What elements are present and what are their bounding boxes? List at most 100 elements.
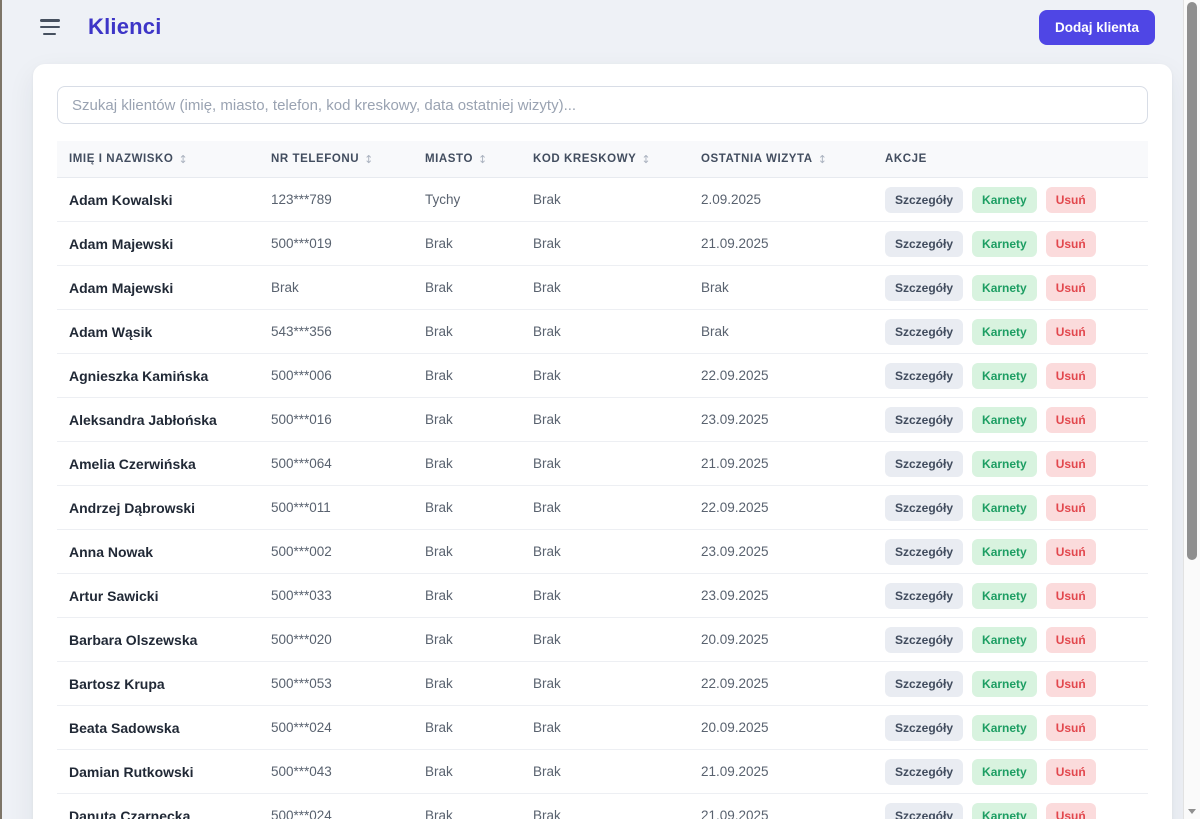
client-phone-cell: 500***024 — [271, 720, 332, 735]
column-header-2[interactable]: Nr telefonu ↕ — [259, 153, 413, 166]
column-header-label: Nr telefonu — [271, 153, 360, 165]
search-input[interactable] — [57, 86, 1148, 124]
passes-button[interactable]: Karnety — [972, 362, 1037, 389]
passes-button[interactable]: Karnety — [972, 714, 1037, 741]
client-last-visit-cell: Brak — [701, 280, 729, 295]
details-button[interactable]: Szczegóły — [885, 186, 964, 213]
details-button[interactable]: Szczegóły — [885, 450, 964, 477]
passes-button[interactable]: Karnety — [972, 670, 1037, 697]
add-client-button[interactable]: Dodaj klienta — [1038, 9, 1155, 45]
delete-button[interactable]: Usuń — [1045, 186, 1096, 213]
passes-button[interactable]: Karnety — [972, 274, 1037, 301]
client-name-cell: Andrzej Dąbrowski — [69, 499, 196, 516]
details-button[interactable]: Szczegóły — [885, 406, 964, 433]
column-header-label: Miasto — [425, 153, 473, 165]
client-city-cell: Brak — [425, 412, 453, 427]
client-barcode-cell: Brak — [533, 544, 561, 559]
window-left-edge — [0, 0, 2, 819]
details-button[interactable]: Szczegóły — [885, 758, 964, 785]
delete-button[interactable]: Usuń — [1045, 230, 1096, 257]
client-last-visit-cell: 22.09.2025 — [701, 368, 769, 383]
details-button[interactable]: Szczegóły — [885, 802, 964, 819]
passes-button[interactable]: Karnety — [972, 802, 1037, 819]
column-header-label: Ostatnia wizyta — [701, 153, 813, 165]
passes-button[interactable]: Karnety — [972, 450, 1037, 477]
details-button[interactable]: Szczegóły — [885, 362, 964, 389]
column-header-4[interactable]: Kod kreskowy ↕ — [521, 153, 689, 166]
passes-button[interactable]: Karnety — [972, 626, 1037, 653]
passes-button[interactable]: Karnety — [972, 318, 1037, 345]
client-last-visit-cell: 23.09.2025 — [701, 544, 769, 559]
delete-button[interactable]: Usuń — [1045, 802, 1096, 819]
delete-button[interactable]: Usuń — [1045, 626, 1096, 653]
delete-button[interactable]: Usuń — [1045, 274, 1096, 301]
client-last-visit-cell: Brak — [701, 324, 729, 339]
details-button[interactable]: Szczegóły — [885, 670, 964, 697]
delete-button[interactable]: Usuń — [1045, 362, 1096, 389]
column-header-label: Imię i nazwisko — [69, 153, 174, 165]
client-actions-cell: Szczegóły Karnety Usuń — [873, 714, 1148, 741]
client-barcode-cell: Brak — [533, 368, 561, 383]
delete-button[interactable]: Usuń — [1045, 406, 1096, 433]
table-header-row: Imię i nazwisko ↕ Nr telefonu ↕ Miasto ↕ Kod k… — [57, 141, 1148, 178]
column-header-3[interactable]: Miasto ↕ — [413, 153, 521, 166]
client-actions-cell: Szczegóły Karnety Usuń — [873, 406, 1148, 433]
client-name-cell: Adam Majewski — [69, 279, 174, 296]
client-last-visit-cell: 2.09.2025 — [701, 192, 762, 207]
details-button[interactable]: Szczegóły — [885, 230, 964, 257]
delete-button[interactable]: Usuń — [1045, 670, 1096, 697]
details-button[interactable]: Szczegóły — [885, 582, 964, 609]
delete-button[interactable]: Usuń — [1045, 494, 1096, 521]
sort-icon: ↕ — [641, 152, 652, 166]
delete-button[interactable]: Usuń — [1045, 758, 1096, 785]
client-last-visit-cell: 21.09.2025 — [701, 456, 769, 471]
delete-button[interactable]: Usuń — [1045, 450, 1096, 477]
client-city-cell: Brak — [425, 368, 453, 383]
menu-icon-bar — [40, 19, 60, 22]
delete-button[interactable]: Usuń — [1045, 714, 1096, 741]
passes-button[interactable]: Karnety — [972, 494, 1037, 521]
delete-button[interactable]: Usuń — [1045, 538, 1096, 565]
details-button[interactable]: Szczegóły — [885, 318, 964, 345]
details-button[interactable]: Szczegóły — [885, 626, 964, 653]
passes-button[interactable]: Karnety — [972, 538, 1037, 565]
details-button[interactable]: Szczegóły — [885, 714, 964, 741]
delete-button[interactable]: Usuń — [1045, 318, 1096, 345]
client-phone-cell: 500***016 — [271, 412, 332, 427]
column-header-5[interactable]: Ostatnia wizyta ↕ — [689, 153, 873, 166]
passes-button[interactable]: Karnety — [972, 582, 1037, 609]
client-phone-cell: 543***356 — [271, 324, 332, 339]
client-last-visit-cell: 20.09.2025 — [701, 632, 769, 647]
details-button[interactable]: Szczegóły — [885, 494, 964, 521]
table-row: Agnieszka Kamińska 500***006 Brak Brak 2… — [57, 354, 1148, 398]
client-barcode-cell: Brak — [533, 412, 561, 427]
passes-button[interactable]: Karnety — [972, 406, 1037, 433]
details-button[interactable]: Szczegóły — [885, 274, 964, 301]
passes-button[interactable]: Karnety — [972, 186, 1037, 213]
client-name-cell: Aleksandra Jabłońska — [69, 411, 217, 428]
passes-button[interactable]: Karnety — [972, 230, 1037, 257]
menu-icon-bar — [43, 32, 56, 35]
client-name-cell: Beata Sadowska — [69, 719, 180, 736]
scrollbar-down-arrow-icon[interactable] — [1188, 809, 1196, 814]
client-actions-cell: Szczegóły Karnety Usuń — [873, 274, 1148, 301]
client-last-visit-cell: 20.09.2025 — [701, 720, 769, 735]
details-button[interactable]: Szczegóły — [885, 538, 964, 565]
menu-icon[interactable] — [40, 19, 62, 35]
scrollbar-thumb[interactable] — [1187, 2, 1197, 560]
table-row: Adam Kowalski 123***789 Tychy Brak 2.09.… — [57, 178, 1148, 222]
scrollbar[interactable] — [1183, 0, 1200, 819]
client-phone-cell: 500***019 — [271, 236, 332, 251]
client-actions-cell: Szczegóły Karnety Usuń — [873, 758, 1148, 785]
client-city-cell: Brak — [425, 676, 453, 691]
passes-button[interactable]: Karnety — [972, 758, 1037, 785]
client-name-cell: Agnieszka Kamińska — [69, 367, 209, 384]
client-phone-cell: 123***789 — [271, 192, 332, 207]
client-phone-cell: 500***064 — [271, 456, 332, 471]
client-phone-cell: 500***002 — [271, 544, 332, 559]
column-header-1[interactable]: Imię i nazwisko ↕ — [57, 153, 259, 166]
menu-icon-bar — [40, 25, 60, 29]
table-row: Bartosz Krupa 500***053 Brak Brak 22.09.… — [57, 662, 1148, 706]
delete-button[interactable]: Usuń — [1045, 582, 1096, 609]
client-actions-cell: Szczegóły Karnety Usuń — [873, 802, 1148, 819]
